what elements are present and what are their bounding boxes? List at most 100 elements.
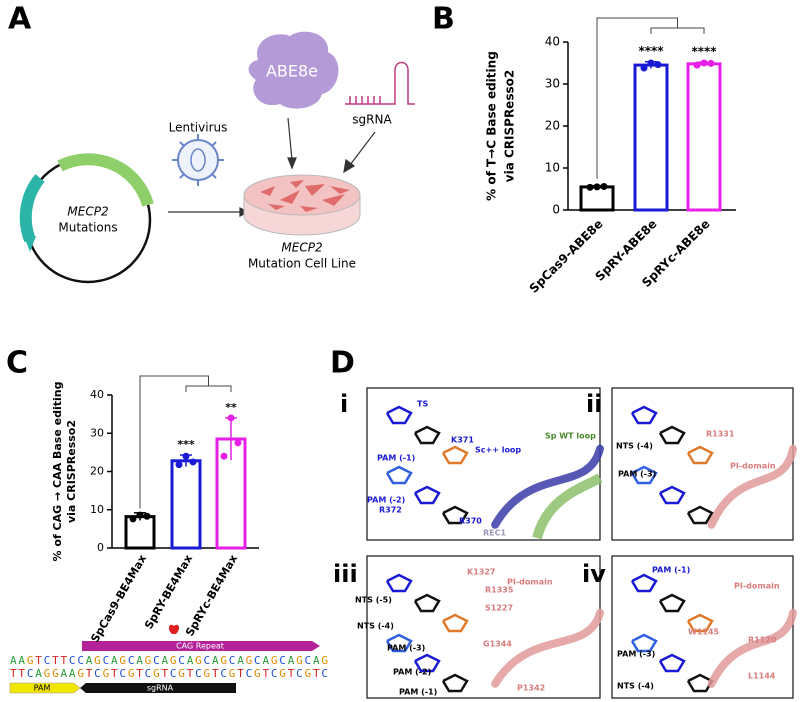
y-tick-label: 40: [545, 35, 560, 49]
guide-label: sgRNA: [147, 684, 174, 693]
arrows: [168, 117, 376, 217]
y-tick-label: 20: [545, 119, 560, 133]
nucleotide: [658, 653, 686, 673]
y-axis-label: via CRISPResso2: [503, 70, 517, 182]
residue-label: R1335: [485, 586, 514, 595]
data-point: [136, 511, 144, 519]
residue-label: R370: [459, 517, 482, 526]
nucleotide: [630, 573, 658, 593]
y-tick-label: 20: [90, 465, 104, 478]
residue-label: L1144: [748, 672, 776, 681]
data-point: [227, 414, 235, 422]
data-point: [175, 461, 183, 469]
panel-label: C: [6, 346, 28, 381]
residue-label: TS: [417, 400, 428, 409]
data-point: [640, 64, 648, 72]
residue-label: PAM (-3): [617, 650, 655, 659]
residue-label: NTS (-5): [355, 596, 392, 605]
bar: [124, 515, 156, 550]
protein-ribbon: [707, 444, 797, 529]
y-tick-label: 10: [90, 503, 104, 516]
protein-blob: [248, 31, 339, 109]
residue-label: R1120: [748, 636, 777, 645]
repeat-label: CAG Repeat: [176, 642, 224, 651]
residue-label: PI-domain: [507, 578, 553, 587]
petri-dish: [243, 174, 361, 236]
residue-label: PAM (-1): [399, 688, 437, 697]
residue-label: W1145: [688, 628, 720, 637]
y-tick-label: 30: [545, 77, 560, 91]
nucleotide: [413, 425, 441, 445]
panel-label: A: [8, 2, 32, 37]
comparison-bracket: [650, 27, 705, 34]
nucleotide: [413, 593, 441, 613]
protein-ribbon: [491, 444, 604, 529]
nucleotide: [385, 465, 413, 485]
nucleotide: [630, 633, 658, 653]
data-point: [220, 452, 228, 460]
data-point: [593, 183, 601, 191]
data-point: [143, 512, 151, 520]
nucleotide: [441, 445, 469, 465]
gene-label: MECP2: [281, 241, 322, 255]
y-axis-label: via CRISPResso2: [65, 420, 78, 523]
residue-label: PAM (-2): [367, 496, 405, 505]
vector-label: Lentivirus: [169, 121, 228, 135]
y-tick-label: 40: [90, 388, 104, 401]
nucleotide: [686, 505, 714, 525]
data-point: [600, 182, 608, 190]
structure-render: [630, 573, 797, 693]
residue-label: PAM (-3): [618, 470, 656, 479]
lentivirus-icon: [172, 134, 224, 186]
nucleotide: [385, 573, 413, 593]
comparison-bracket: [185, 385, 232, 392]
comparison-bracket: [596, 17, 678, 179]
significance-label: ***: [177, 438, 195, 451]
nucleotide: [658, 593, 686, 613]
bar: [686, 62, 722, 212]
structure-render: [385, 405, 604, 540]
residue-label: PI-domain: [734, 582, 780, 591]
nucleotide: [441, 505, 469, 525]
residue-label: P1342: [517, 684, 545, 693]
guide-bar: [80, 683, 236, 693]
workflow-diagram: MECP2 Mutations Lentivirus ABE8e sgRNA: [19, 31, 415, 284]
x-tick-label: SpCas9-BE4Max: [88, 553, 149, 645]
panel-label: B: [432, 2, 455, 37]
pam-bar: [9, 682, 81, 694]
protein-label: ABE8e: [266, 62, 318, 81]
data-point: [586, 183, 594, 191]
residue-label: PAM (-1): [652, 566, 690, 575]
nucleotide: [686, 613, 714, 633]
pam-label: PAM: [34, 684, 51, 693]
gene-label: MECP2: [67, 205, 108, 219]
data-point: [189, 458, 197, 466]
residue-label: G1344: [483, 640, 512, 649]
nucleotide: [686, 445, 714, 465]
data-point: [654, 61, 662, 69]
y-tick-label: 30: [90, 426, 104, 439]
nucleotide: [658, 485, 686, 505]
sgrna-icon: [345, 61, 415, 105]
panel-numeral: iii: [333, 560, 358, 588]
panel-label: D: [330, 346, 355, 381]
structure-render: [630, 405, 797, 529]
residue-label: K1327: [467, 568, 495, 577]
nucleotide: [630, 405, 658, 425]
residue-label: REC1: [483, 529, 506, 538]
protein-ribbon: [491, 608, 604, 688]
data-point: [707, 59, 715, 67]
y-tick-label: 10: [545, 161, 560, 175]
residue-label: K371: [451, 436, 474, 445]
comparison-bracket: [139, 375, 209, 509]
residue-label: Sc++ loop: [475, 446, 521, 455]
data-point: [700, 59, 708, 67]
nucleotide: [441, 613, 469, 633]
plasmid-insert: [57, 153, 154, 207]
x-tick-label: SpRYc-BE4Max: [183, 553, 240, 639]
